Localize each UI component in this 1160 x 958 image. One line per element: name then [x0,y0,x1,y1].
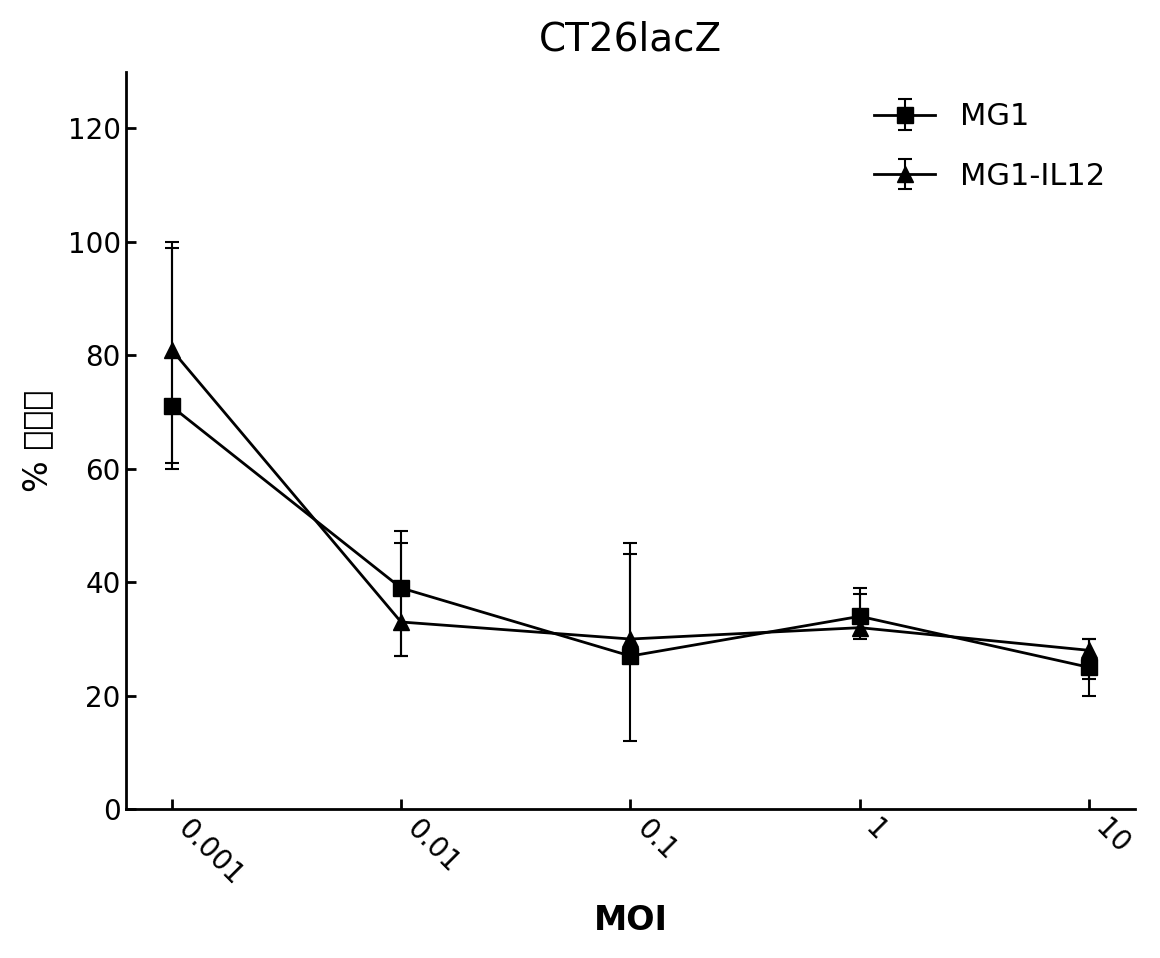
X-axis label: MOI: MOI [594,904,667,937]
Title: CT26lacZ: CT26lacZ [539,21,722,58]
Y-axis label: % 活细胞: % 活细胞 [21,389,53,491]
Legend: MG1, MG1-IL12: MG1, MG1-IL12 [858,87,1119,206]
